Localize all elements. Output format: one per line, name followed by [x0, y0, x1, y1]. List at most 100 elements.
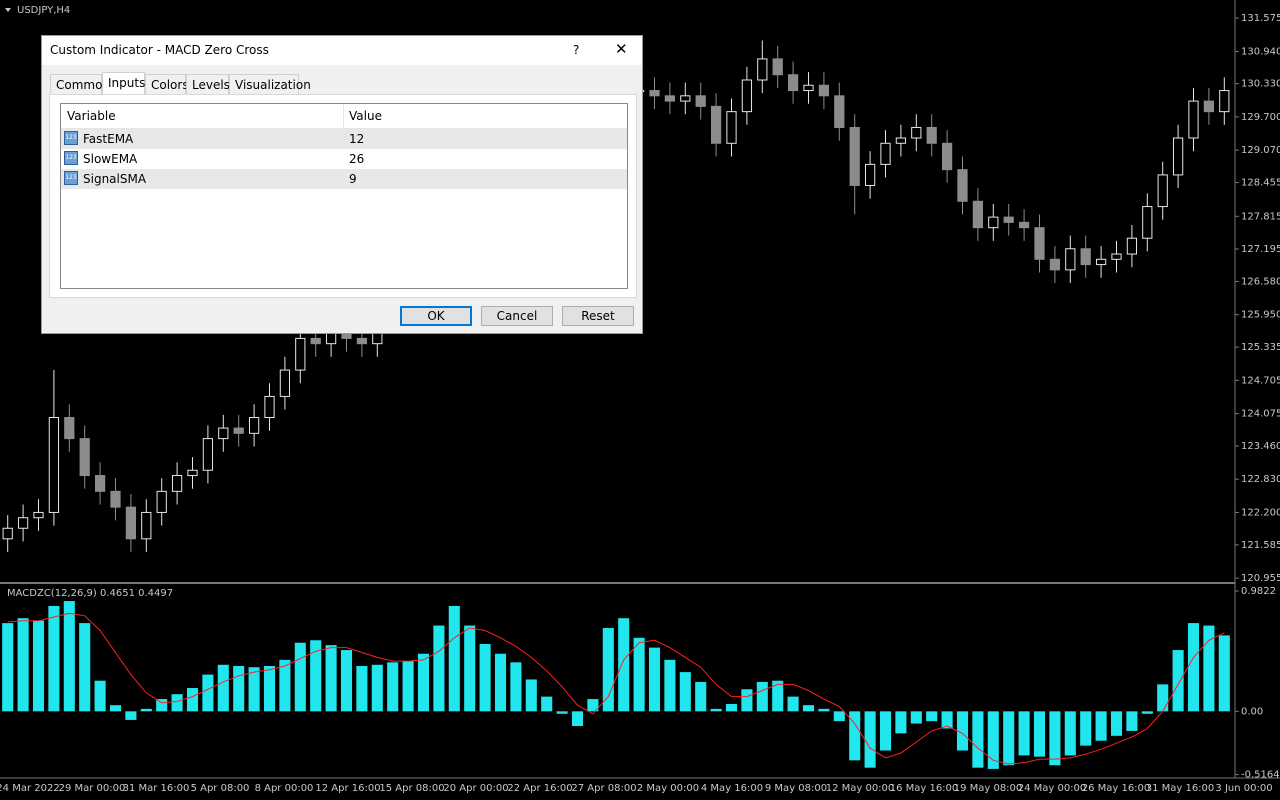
- candle-body: [726, 111, 737, 144]
- y-tick-label: 122.830: [1241, 474, 1280, 485]
- histogram-bar: [248, 667, 260, 712]
- param-name: SignalSMA: [83, 172, 147, 186]
- histogram-bar: [171, 694, 183, 712]
- histogram-bar: [679, 672, 691, 712]
- param-value[interactable]: 12: [349, 132, 365, 146]
- input-row[interactable]: 123 SlowEMA 26: [61, 149, 627, 169]
- candle-body: [1219, 90, 1230, 113]
- x-tick-label: 22 Apr 16:00: [507, 783, 572, 794]
- x-tick-label: 2 May 00:00: [637, 783, 699, 794]
- x-tick-label: 24 Mar 2022: [0, 783, 60, 794]
- column-header: Value: [349, 109, 382, 123]
- y-tick-label: 124.705: [1241, 375, 1280, 386]
- y-tick-label: 122.200: [1241, 507, 1280, 518]
- histogram-bar: [525, 679, 537, 712]
- signal-line: [7, 612, 1225, 765]
- histogram-bar: [94, 680, 106, 712]
- candle-body: [94, 475, 106, 492]
- candle-body: [110, 490, 121, 508]
- histogram-bar: [109, 705, 122, 712]
- param-value[interactable]: 26: [349, 152, 365, 166]
- histogram-bar: [725, 703, 738, 712]
- candle-body: [926, 126, 937, 144]
- column-divider: [343, 104, 344, 128]
- y-tick-label: 129.700: [1241, 112, 1280, 123]
- y-tick-label: 127.815: [1241, 211, 1280, 222]
- x-tick-label: 29 Mar 00:00: [59, 783, 126, 794]
- histogram-bar: [1141, 711, 1153, 714]
- chart-title: USDJPY,H4: [17, 5, 70, 16]
- histogram-bar: [587, 699, 599, 712]
- candle-body: [1142, 206, 1153, 239]
- histogram-bar: [987, 711, 999, 769]
- y-tick-label: -0.5164: [1241, 770, 1280, 781]
- histogram-bar: [1126, 711, 1138, 731]
- histogram-bar: [48, 605, 60, 712]
- tab-panel: Variable Value 123 FastEMA 12 123 SlowEM…: [49, 94, 637, 298]
- y-tick-label: 128.455: [1241, 178, 1280, 189]
- histogram-bar: [140, 708, 152, 712]
- candle-body: [325, 332, 337, 345]
- dialog-title: Custom Indicator - MACD Zero Cross: [50, 43, 269, 57]
- histogram-bar: [802, 705, 815, 712]
- candle-body: [1126, 237, 1138, 255]
- histogram-bar: [741, 689, 753, 712]
- histogram-bar: [710, 708, 722, 712]
- candle-body: [849, 126, 860, 186]
- candle-body: [248, 417, 260, 434]
- histogram-bar: [833, 711, 845, 722]
- help-button[interactable]: ?: [573, 43, 580, 57]
- input-row[interactable]: 123 FastEMA 12: [61, 129, 627, 149]
- histogram-bar: [756, 681, 768, 712]
- histogram-bar: [571, 711, 584, 727]
- cancel-button[interactable]: Cancel: [481, 306, 553, 326]
- candle-body: [233, 427, 244, 434]
- candle-body: [772, 58, 783, 76]
- x-tick-label: 9 May 08:00: [765, 783, 827, 794]
- candle-body: [818, 84, 830, 97]
- candle-body: [988, 216, 999, 229]
- candle-body: [2, 527, 13, 540]
- param-icon: 123: [64, 131, 78, 145]
- histogram-bar: [910, 711, 922, 724]
- tab[interactable]: Colors: [145, 74, 189, 94]
- candle-body: [864, 163, 876, 186]
- histogram-bar: [1049, 711, 1061, 766]
- tab[interactable]: Levels: [186, 74, 230, 94]
- candle-body: [664, 95, 676, 102]
- histogram-bar: [417, 653, 430, 712]
- histogram-bar: [1080, 711, 1092, 746]
- histogram-bar: [494, 653, 507, 712]
- ok-button[interactable]: OK: [400, 306, 472, 326]
- candle-body: [803, 84, 814, 92]
- close-button[interactable]: ✕: [615, 40, 628, 58]
- candle-body: [218, 427, 229, 440]
- histogram-bar: [1033, 711, 1046, 757]
- candle-body: [880, 142, 891, 165]
- candle-body: [279, 369, 291, 397]
- histogram-bar: [156, 699, 168, 712]
- tab[interactable]: Common: [50, 74, 110, 94]
- input-row[interactable]: 123 SignalSMA 9: [61, 169, 627, 189]
- candle-body: [1003, 216, 1014, 223]
- reset-button[interactable]: Reset: [562, 306, 634, 326]
- histogram-bar: [340, 650, 353, 712]
- candle-body: [1203, 100, 1215, 113]
- y-tick-label: 130.940: [1241, 47, 1280, 58]
- histogram-bar: [1064, 711, 1076, 756]
- param-name: SlowEMA: [83, 152, 138, 166]
- tab-active[interactable]: Inputs: [102, 72, 145, 95]
- tab[interactable]: Visualization: [229, 74, 311, 94]
- y-tick-label: 123.460: [1241, 441, 1280, 452]
- histogram-bar: [356, 665, 368, 712]
- histogram-bar: [371, 664, 383, 712]
- candle-body: [1049, 258, 1061, 271]
- histogram-bar: [294, 642, 306, 712]
- histogram-bar: [17, 618, 29, 712]
- histogram-bar: [202, 674, 214, 712]
- histogram-bar: [818, 708, 830, 712]
- param-value[interactable]: 9: [349, 172, 357, 186]
- candle-body: [741, 79, 753, 113]
- histogram-bar: [633, 637, 645, 712]
